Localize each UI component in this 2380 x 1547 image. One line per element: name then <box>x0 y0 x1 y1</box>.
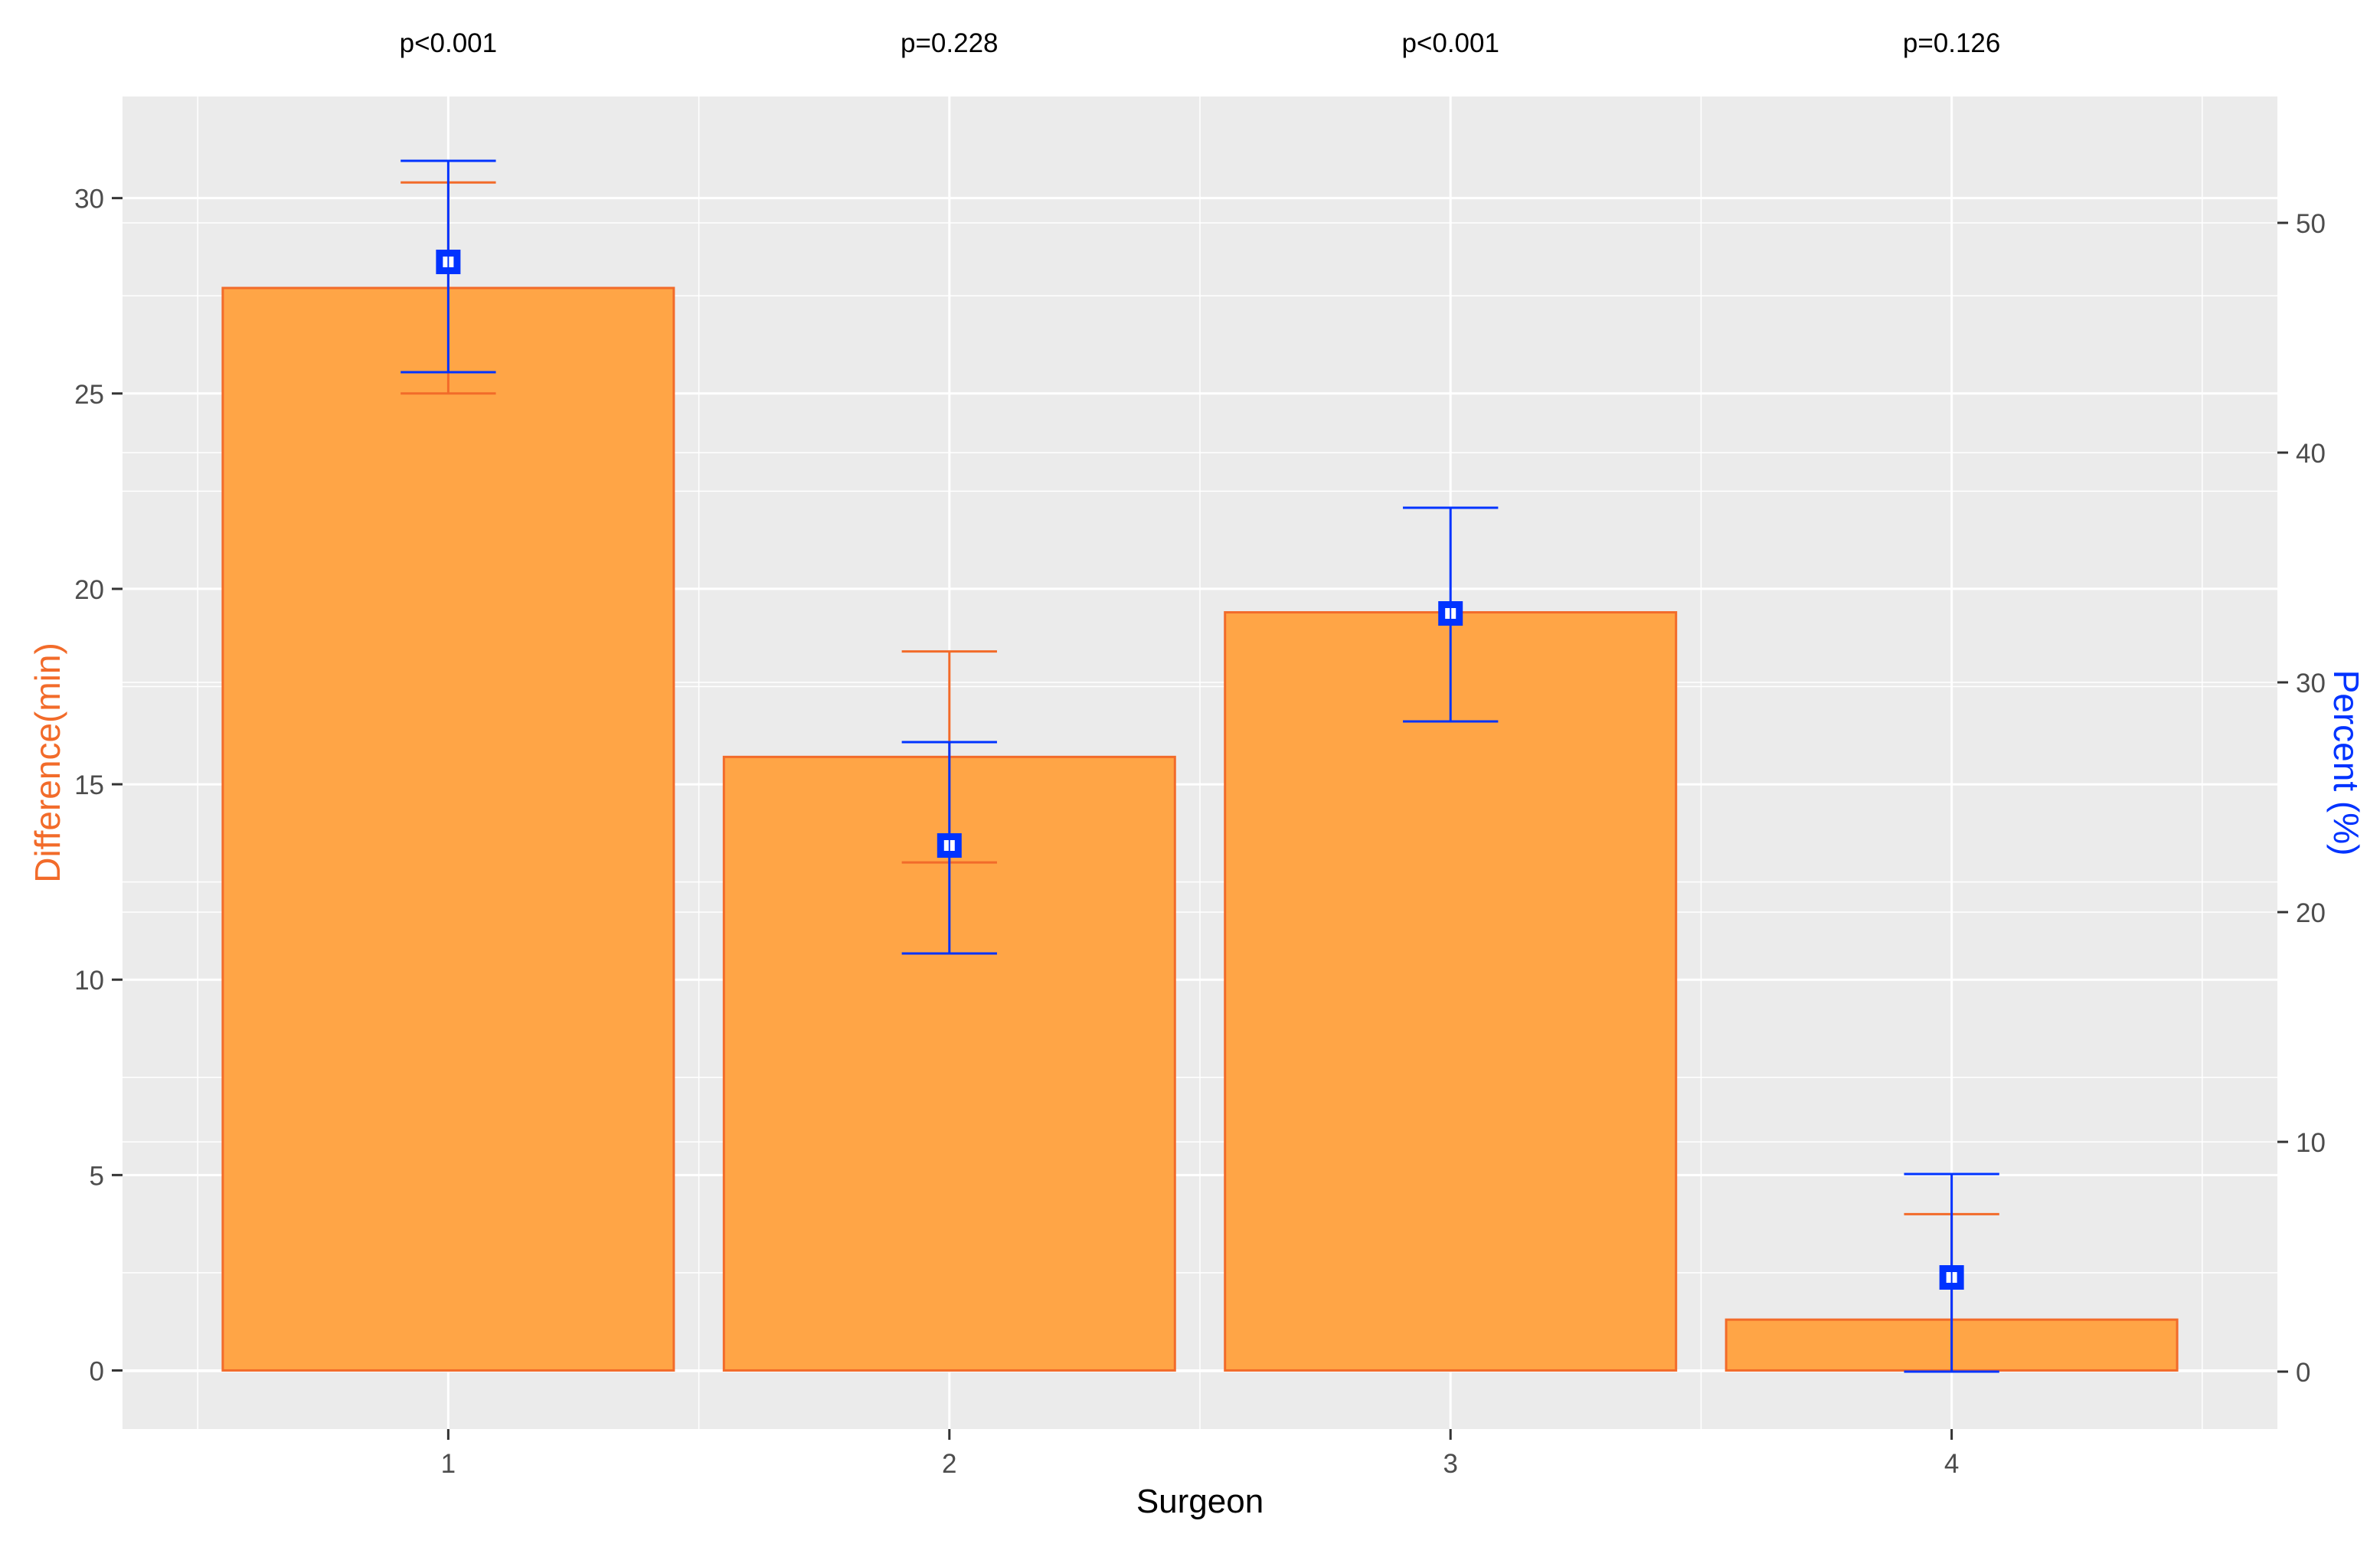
x-axis-title: Surgeon <box>1136 1483 1264 1520</box>
tick-label-x-3: 3 <box>1443 1449 1457 1479</box>
point-percent-3 <box>1438 601 1463 626</box>
p-value-label-4: p=0.126 <box>1903 28 2001 58</box>
tick-label-right-0: 0 <box>2296 1358 2310 1388</box>
tick-label-left-0: 0 <box>90 1356 104 1386</box>
tick-label-left-10: 10 <box>74 966 104 996</box>
tick-label-left-20: 20 <box>74 575 104 605</box>
y-axis-title-left: Difference(min) <box>28 643 67 883</box>
point-percent-2 <box>937 833 962 858</box>
tick-label-x-2: 2 <box>942 1449 956 1479</box>
p-value-labels: p<0.001 p=0.228 p<0.001 p=0.126 <box>400 28 2001 58</box>
axes: 0 5 10 15 20 25 30 0 10 20 30 40 50 1 2 3 4 <box>74 185 2326 1479</box>
bar-surgeon-1 <box>221 286 675 1372</box>
tick-label-left-25: 25 <box>74 380 104 410</box>
point-percent-1 <box>436 250 461 274</box>
bar-surgeon-3 <box>1224 611 1678 1372</box>
tick-label-x-4: 4 <box>1944 1449 1959 1479</box>
tick-label-right-30: 30 <box>2296 669 2326 698</box>
point-percent-4 <box>1939 1265 1964 1290</box>
tick-label-right-40: 40 <box>2296 439 2326 469</box>
percent-points <box>436 250 1964 1290</box>
y-axis-title-right: Percent (%) <box>2326 670 2366 856</box>
tick-label-left-30: 30 <box>74 185 104 214</box>
tick-label-left-5: 5 <box>90 1161 104 1191</box>
tick-label-right-50: 50 <box>2296 209 2326 239</box>
p-value-label-2: p=0.228 <box>901 28 999 58</box>
error-bars <box>400 159 1999 1373</box>
tick-label-left-15: 15 <box>74 770 104 800</box>
tick-label-right-20: 20 <box>2296 898 2326 928</box>
p-value-label-1: p<0.001 <box>400 28 498 58</box>
p-value-label-3: p<0.001 <box>1401 28 1499 58</box>
tick-label-right-10: 10 <box>2296 1128 2326 1158</box>
tick-label-x-1: 1 <box>441 1449 456 1479</box>
